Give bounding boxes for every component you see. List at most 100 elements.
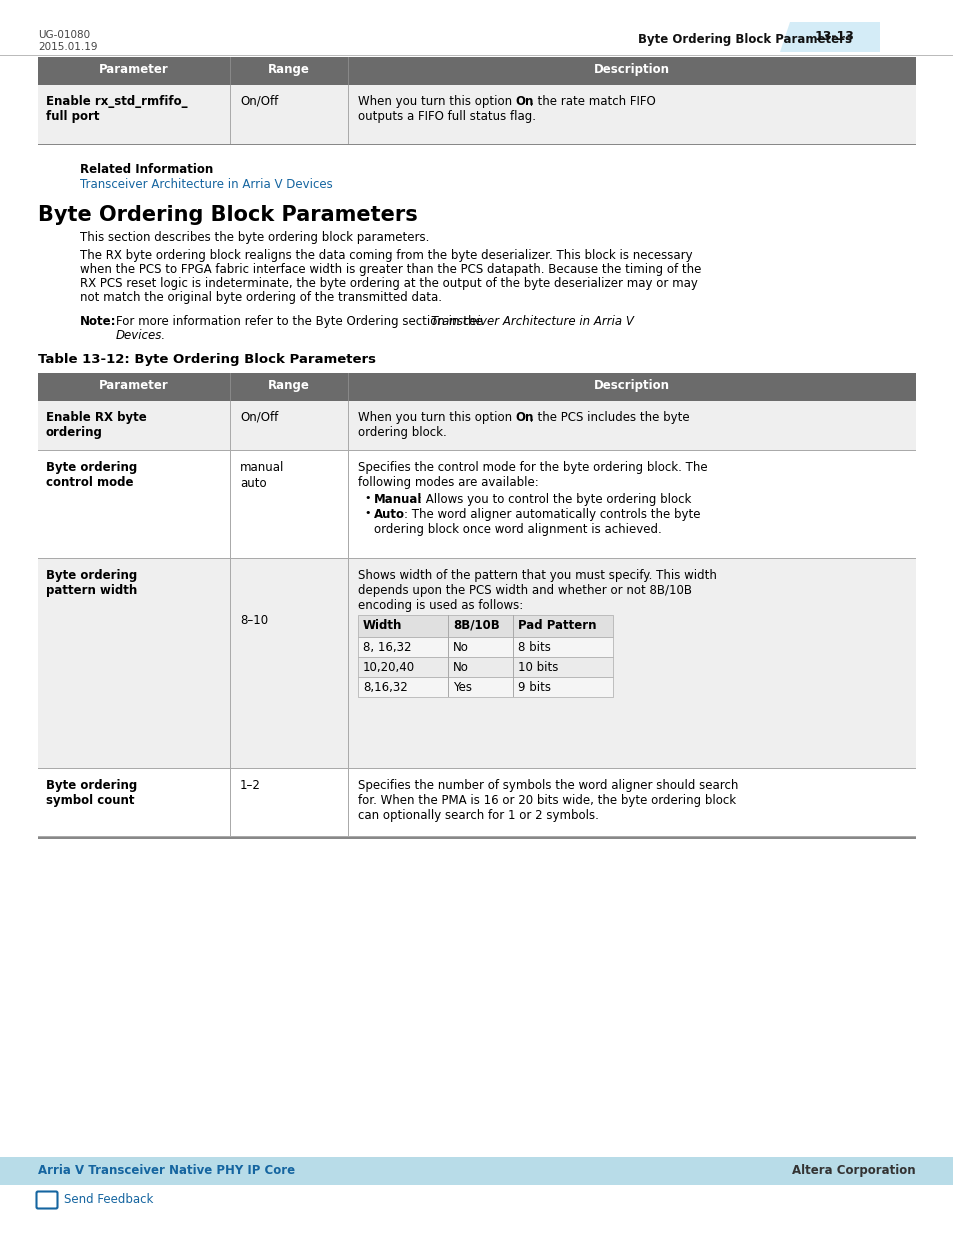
Bar — [348, 559, 349, 769]
Text: auto: auto — [240, 477, 266, 490]
Text: manual: manual — [240, 461, 284, 474]
Bar — [230, 85, 231, 144]
Text: not match the original byte ordering of the transmitted data.: not match the original byte ordering of … — [80, 291, 441, 304]
Text: ordering: ordering — [46, 426, 103, 438]
Text: ordering block once word alignment is achieved.: ordering block once word alignment is ac… — [374, 522, 661, 536]
Bar — [38, 401, 915, 451]
Bar — [448, 657, 449, 677]
Text: encoding is used as follows:: encoding is used as follows: — [357, 599, 522, 613]
Bar — [38, 85, 915, 144]
Text: control mode: control mode — [46, 475, 133, 489]
Bar — [448, 677, 449, 697]
Text: Byte ordering: Byte ordering — [46, 461, 137, 474]
Text: Devices.: Devices. — [116, 329, 166, 342]
Text: pattern width: pattern width — [46, 584, 137, 597]
Text: 8–10: 8–10 — [240, 614, 268, 627]
Bar — [448, 615, 449, 637]
Text: Range: Range — [268, 379, 310, 391]
Bar — [348, 769, 349, 837]
Text: Table 13-12: Byte Ordering Block Parameters: Table 13-12: Byte Ordering Block Paramet… — [38, 353, 375, 366]
Text: Description: Description — [594, 379, 669, 391]
Text: Byte ordering: Byte ordering — [46, 569, 137, 582]
Bar — [230, 401, 231, 451]
Text: Specifies the number of symbols the word aligner should search: Specifies the number of symbols the word… — [357, 779, 738, 792]
Bar — [789, 22, 879, 52]
Bar — [348, 85, 349, 144]
Text: When you turn this option: When you turn this option — [357, 411, 516, 424]
Text: symbol count: symbol count — [46, 794, 134, 806]
Text: Byte Ordering Block Parameters: Byte Ordering Block Parameters — [38, 205, 417, 225]
Bar — [230, 373, 231, 401]
Bar — [230, 57, 231, 85]
Bar — [38, 559, 915, 769]
Text: RX PCS reset logic is indeterminate, the byte ordering at the output of the byte: RX PCS reset logic is indeterminate, the… — [80, 277, 698, 290]
Text: •: • — [364, 493, 370, 503]
Polygon shape — [780, 22, 879, 52]
Bar — [230, 451, 231, 559]
Text: when the PCS to FPGA fabric interface width is greater than the PCS datapath. Be: when the PCS to FPGA fabric interface wi… — [80, 263, 700, 275]
Bar — [38, 451, 915, 559]
Text: : Allows you to control the byte ordering block: : Allows you to control the byte orderin… — [417, 493, 691, 506]
Text: Pad Pattern: Pad Pattern — [517, 619, 596, 632]
Text: , the PCS includes the byte: , the PCS includes the byte — [530, 411, 689, 424]
Text: Send Feedback: Send Feedback — [64, 1193, 153, 1207]
Text: full port: full port — [46, 110, 99, 124]
Bar — [357, 657, 613, 677]
Bar — [513, 637, 514, 657]
Text: UG-01080: UG-01080 — [38, 30, 90, 40]
Bar — [348, 401, 349, 451]
Bar — [513, 657, 514, 677]
Text: 13-13: 13-13 — [814, 30, 854, 43]
Text: Enable RX byte: Enable RX byte — [46, 411, 147, 424]
Text: The RX byte ordering block realigns the data coming from the byte deserializer. : The RX byte ordering block realigns the … — [80, 249, 692, 262]
Text: On/Off: On/Off — [240, 95, 278, 107]
Text: : The word aligner automatically controls the byte: : The word aligner automatically control… — [403, 508, 700, 521]
Bar — [348, 451, 349, 559]
Bar — [357, 637, 613, 657]
Text: Related Information: Related Information — [80, 163, 213, 177]
Text: This section describes the byte ordering block parameters.: This section describes the byte ordering… — [80, 231, 429, 245]
Text: ordering block.: ordering block. — [357, 426, 446, 438]
Bar — [448, 637, 449, 657]
Text: Specifies the control mode for the byte ordering block. The: Specifies the control mode for the byte … — [357, 461, 707, 474]
Text: Transceiver Architecture in Arria V Devices: Transceiver Architecture in Arria V Devi… — [80, 178, 333, 191]
Text: For more information refer to the Byte Ordering section in the: For more information refer to the Byte O… — [116, 315, 486, 329]
Text: On/Off: On/Off — [240, 411, 278, 424]
Text: Range: Range — [268, 63, 310, 77]
Text: No: No — [453, 661, 468, 674]
Bar — [348, 57, 349, 85]
Text: 8,16,32: 8,16,32 — [363, 680, 407, 694]
Bar — [357, 677, 613, 697]
Text: Enable rx_std_rmfifo_: Enable rx_std_rmfifo_ — [46, 95, 188, 107]
Text: 2015.01.19: 2015.01.19 — [38, 42, 97, 52]
Text: Altera Corporation: Altera Corporation — [792, 1165, 915, 1177]
Text: Description: Description — [594, 63, 669, 77]
Text: 1–2: 1–2 — [240, 779, 260, 792]
Text: Auto: Auto — [374, 508, 405, 521]
Text: Note:: Note: — [80, 315, 116, 329]
Bar — [230, 559, 231, 769]
Text: Manual: Manual — [374, 493, 422, 506]
Text: Byte ordering: Byte ordering — [46, 779, 137, 792]
Text: 10,20,40: 10,20,40 — [363, 661, 415, 674]
Text: 8B/10B: 8B/10B — [453, 619, 499, 632]
Text: 9 bits: 9 bits — [517, 680, 551, 694]
FancyBboxPatch shape — [36, 1192, 57, 1209]
Text: for. When the PMA is 16 or 20 bits wide, the byte ordering block: for. When the PMA is 16 or 20 bits wide,… — [357, 794, 736, 806]
Text: outputs a FIFO full status flag.: outputs a FIFO full status flag. — [357, 110, 536, 124]
Bar — [38, 57, 915, 85]
Bar — [38, 769, 915, 837]
Text: 8, 16,32: 8, 16,32 — [363, 641, 411, 655]
Text: On: On — [515, 95, 533, 107]
Text: Transceiver Architecture in Arria V: Transceiver Architecture in Arria V — [431, 315, 633, 329]
Bar — [38, 837, 915, 839]
Text: , the rate match FIFO: , the rate match FIFO — [530, 95, 655, 107]
Bar — [230, 769, 231, 837]
Bar — [38, 373, 915, 401]
Text: depends upon the PCS width and whether or not 8B/10B: depends upon the PCS width and whether o… — [357, 584, 691, 597]
Text: Parameter: Parameter — [99, 63, 169, 77]
Text: No: No — [453, 641, 468, 655]
Bar — [513, 615, 514, 637]
Text: Yes: Yes — [453, 680, 472, 694]
Text: 8 bits: 8 bits — [517, 641, 550, 655]
